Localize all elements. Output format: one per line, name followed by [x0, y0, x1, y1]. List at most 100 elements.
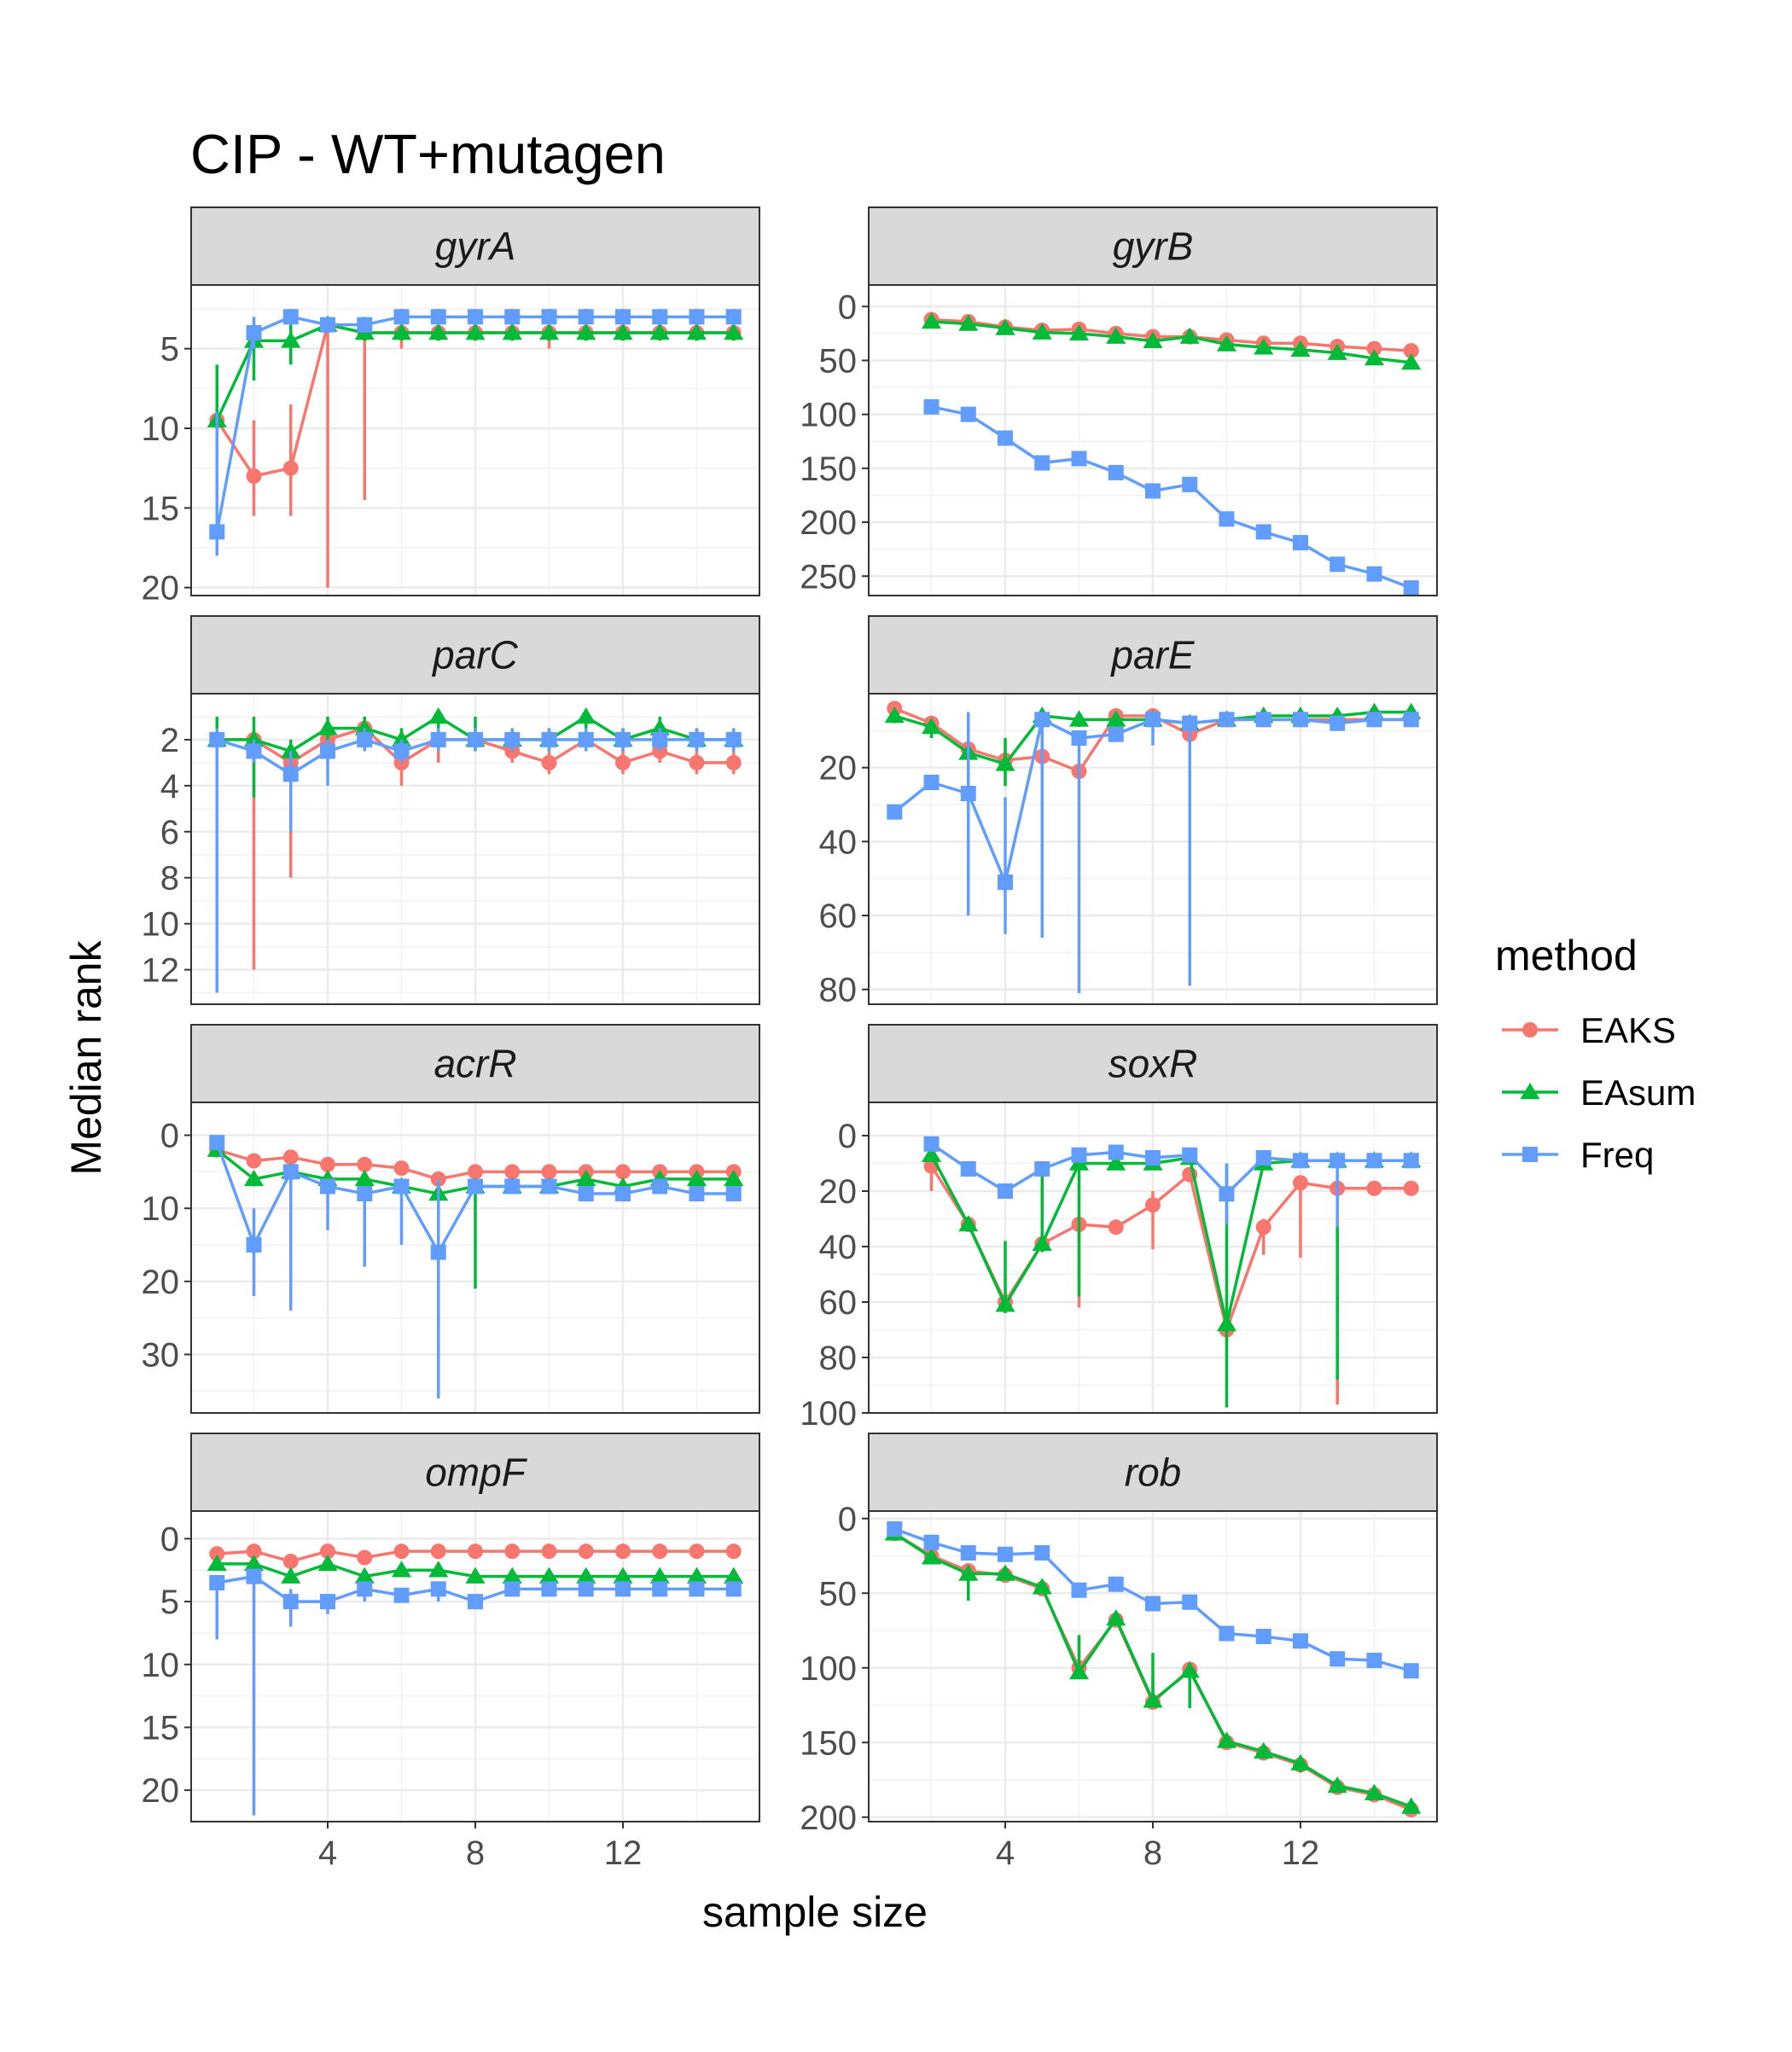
point-marker-triangle	[391, 1561, 412, 1578]
point-marker-triangle	[724, 323, 744, 340]
point-marker-square	[1329, 715, 1346, 731]
point-marker-square	[1034, 1161, 1050, 1177]
series-Freq	[209, 1135, 742, 1398]
point-marker-circle	[246, 1543, 262, 1560]
point-marker-square	[923, 775, 940, 790]
point-marker-circle	[725, 1543, 742, 1560]
point-marker-square	[614, 1186, 631, 1202]
point-marker-square	[614, 309, 631, 325]
point-marker-triangle	[538, 323, 560, 340]
point-marker-square	[1145, 712, 1161, 728]
y-tick-label: 4	[160, 768, 179, 805]
facet-strip-label: parE	[1109, 633, 1195, 677]
facet-strip-label: ompF	[425, 1450, 527, 1495]
point-marker-circle	[614, 1164, 631, 1180]
point-marker-square	[998, 875, 1014, 890]
point-marker-circle	[393, 1543, 410, 1560]
legend-title: method	[1495, 932, 1638, 979]
point-marker-triangle	[686, 323, 707, 340]
point-marker-square	[1403, 1153, 1419, 1169]
y-tick-label: 40	[819, 1229, 858, 1266]
series-Freq	[887, 1521, 1419, 1679]
point-marker-triangle	[958, 314, 979, 331]
point-marker-circle	[1403, 1180, 1419, 1196]
point-marker-square	[1145, 1150, 1161, 1166]
y-tick-label: 50	[819, 1575, 858, 1613]
point-marker-square	[1292, 1153, 1308, 1169]
point-marker-circle	[357, 1156, 373, 1172]
series-EAKS	[209, 1543, 742, 1569]
legend-label: Freq	[1580, 1135, 1654, 1175]
facet-strip-label: gyrA	[435, 224, 516, 269]
point-marker-square	[393, 1178, 410, 1195]
point-marker-triangle	[1216, 334, 1237, 352]
y-tick-label: 15	[142, 1709, 180, 1747]
point-marker-triangle	[613, 1567, 633, 1584]
point-marker-square	[1403, 1663, 1419, 1679]
y-tick-label: 0	[160, 1520, 179, 1558]
point-marker-triangle	[995, 1564, 1015, 1581]
point-marker-square	[1182, 1147, 1198, 1163]
point-marker-triangle	[243, 1169, 265, 1187]
point-marker-triangle	[995, 1295, 1015, 1312]
point-marker-square	[1071, 451, 1087, 467]
point-marker-circle	[468, 1164, 483, 1180]
point-marker-circle	[1108, 1219, 1124, 1235]
point-marker-triangle	[1179, 327, 1200, 344]
point-marker-square	[504, 731, 521, 747]
point-marker-square	[1329, 556, 1346, 573]
facet-strip-label: rob	[1125, 1450, 1181, 1495]
point-marker-triangle	[613, 323, 633, 340]
point-marker-square	[998, 1546, 1014, 1562]
point-marker-triangle	[995, 754, 1015, 771]
point-marker-square	[1108, 1576, 1124, 1592]
point-marker-circle	[393, 1160, 410, 1177]
point-marker-square	[468, 1594, 483, 1610]
panel-acrR: 0 10 20 30 acrR	[142, 1024, 760, 1414]
y-tick-label: 2	[160, 722, 179, 759]
chart-title: CIP - WT+mutagen	[190, 123, 666, 185]
point-marker-circle	[541, 754, 557, 770]
point-marker-triangle	[391, 323, 412, 340]
x-tick-label: 8	[466, 1834, 485, 1872]
point-marker-square	[1255, 1629, 1271, 1644]
point-marker-triangle	[354, 1567, 375, 1584]
point-marker-triangle	[1106, 710, 1126, 727]
point-marker-square	[725, 309, 742, 325]
point-marker-triangle	[428, 706, 449, 724]
point-marker-triangle	[391, 730, 412, 747]
point-marker-triangle	[502, 1567, 522, 1584]
point-marker-square	[1219, 712, 1235, 728]
facet-strip	[190, 615, 760, 695]
point-marker-circle	[504, 1543, 521, 1560]
y-tick-label: 60	[819, 1284, 858, 1322]
point-marker-triangle	[1364, 348, 1385, 366]
y-tick-label: 10	[142, 906, 180, 944]
point-marker-circle	[1403, 343, 1419, 359]
point-marker-triangle	[1032, 1578, 1052, 1595]
point-marker-triangle	[281, 741, 301, 759]
point-marker-square	[960, 406, 976, 422]
y-tick-label: 40	[819, 823, 858, 861]
point-marker-triangle	[1068, 323, 1090, 341]
facet-strip-label: gyrB	[1113, 224, 1194, 269]
point-marker-square	[209, 524, 225, 540]
y-tick-label: 100	[800, 1395, 857, 1433]
point-marker-triangle	[958, 1564, 979, 1581]
point-marker-circle	[430, 1543, 446, 1560]
panel-gyrB: 0 50 100 150 200 250 gyrB	[800, 206, 1438, 596]
point-marker-square	[468, 731, 483, 747]
point-marker-triangle	[921, 1548, 942, 1565]
y-tick-label: 20	[142, 570, 180, 607]
point-marker-triangle	[576, 706, 596, 724]
legend-label: EAsum	[1580, 1073, 1696, 1113]
point-marker-triangle	[649, 718, 670, 735]
point-marker-circle	[320, 1543, 336, 1560]
point-marker-square	[357, 1186, 373, 1202]
point-marker-square	[578, 1186, 594, 1202]
y-tick-label: 200	[800, 504, 857, 542]
series-Freq	[887, 712, 1419, 993]
point-marker-square	[614, 1581, 631, 1597]
point-marker-square	[1366, 1153, 1382, 1169]
point-marker-square	[1366, 712, 1382, 728]
